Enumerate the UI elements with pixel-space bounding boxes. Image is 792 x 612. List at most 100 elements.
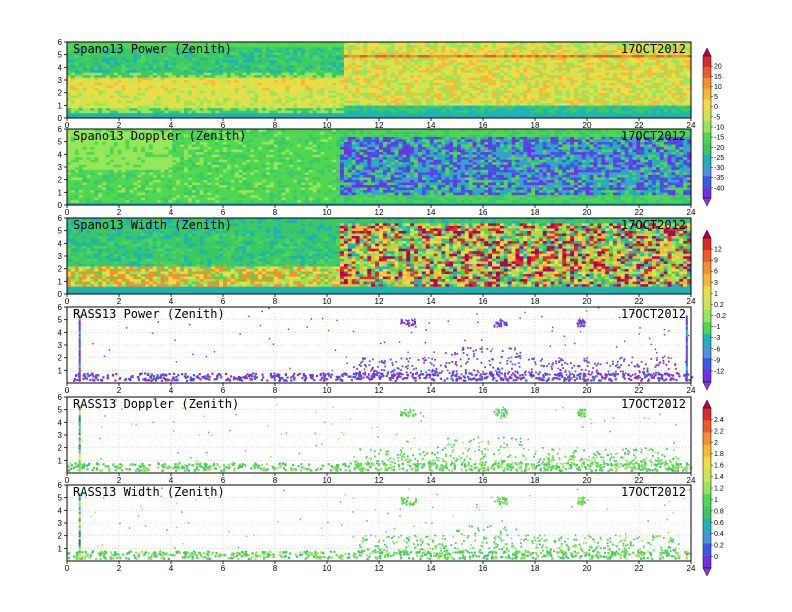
date-label: 17OCT2012 [621, 42, 686, 56]
colorbar-swatch [703, 494, 711, 507]
colorbar-label: -40 [714, 185, 724, 192]
x-tick-label: 14 [427, 121, 436, 130]
x-tick-label: 22 [635, 564, 644, 573]
x-tick-label: 14 [427, 386, 436, 395]
colorbar-swatch [703, 66, 711, 79]
y-tick-label: 1 [58, 544, 63, 553]
y-tick-label: 4 [58, 506, 63, 515]
colorbar-cb3: 2.4 2.2 2 1.8 1.6 1.4 1.2 1 0.8 0.6 0.4 0.2 0 [702, 399, 724, 577]
y-tick-label: 3 [58, 252, 63, 261]
colorbar-label: 20 [714, 64, 722, 71]
x-tick-label: 0 [65, 121, 70, 130]
x-tick-label: 0 [65, 564, 70, 573]
x-tick-label: 2 [117, 386, 122, 395]
colorbar-label: 1.2 [714, 486, 724, 493]
colorbar-label: 2 [714, 440, 718, 447]
colorbar-swatch [703, 262, 711, 275]
y-tick-label: 5 [58, 227, 63, 236]
colorbar-label: 12 [714, 247, 722, 254]
x-tick-label: 14 [427, 564, 436, 573]
x-tick-label: 22 [635, 386, 644, 395]
y-tick-label: 6 [58, 393, 63, 402]
x-tick-label: 12 [375, 208, 384, 217]
x-tick-label: 6 [221, 386, 226, 395]
colorbar-max-arrow [702, 399, 712, 409]
x-tick-label: 2 [117, 297, 122, 306]
date-label: 17OCT2012 [621, 307, 686, 321]
x-tick-label: 24 [687, 386, 696, 395]
panel-title: Spano13 Power (Zenith) [73, 42, 232, 56]
colorbar-swatch [703, 432, 711, 446]
colorbar-label: 15 [714, 74, 722, 81]
colorbar-swatch [703, 334, 711, 347]
x-tick-label: 8 [273, 297, 278, 306]
colorbar-label: -25 [714, 155, 724, 162]
colorbar-label: -1 [714, 324, 720, 331]
data-cells [67, 129, 692, 206]
colorbar-label: 0 [714, 554, 718, 561]
x-tick-label: 8 [273, 386, 278, 395]
colorbar-cb2: 12 9 6 3 1 0.2 -0.2 -1 -3 -6 -9 -12 [702, 229, 726, 391]
colorbar-label: -35 [714, 175, 724, 182]
y-tick-label: 1 [58, 188, 63, 197]
x-tick-label: 16 [479, 121, 488, 130]
x-tick-label: 14 [427, 476, 436, 485]
x-tick-label: 16 [479, 297, 488, 306]
date-label: 17OCT2012 [621, 485, 686, 499]
colorbar-label: 0.2 [714, 302, 724, 309]
y-tick-label: 2 [58, 89, 63, 98]
date-label: 17OCT2012 [621, 397, 686, 411]
y-tick-label: 2 [58, 354, 63, 363]
colorbar-label: -3 [714, 335, 720, 342]
colorbar-swatch [703, 310, 711, 323]
x-tick-label: 18 [531, 386, 540, 395]
colorbar-swatch [703, 99, 711, 111]
x-tick-label: 10 [323, 476, 332, 485]
colorbar-label: 0.2 [714, 543, 724, 550]
colorbar-max-arrow [702, 47, 712, 57]
x-tick-label: 10 [323, 297, 332, 306]
y-tick-label: 1 [58, 101, 63, 110]
y-tick-label: 0 [58, 114, 63, 123]
x-tick-label: 10 [323, 121, 332, 130]
x-tick-label: 20 [583, 564, 592, 573]
y-tick-label: 5 [58, 316, 63, 325]
colorbar-swatch [703, 555, 711, 569]
colorbar-swatch [703, 420, 711, 433]
colorbar-swatch [703, 518, 711, 532]
data-cells [67, 487, 691, 560]
x-tick-label: 22 [635, 121, 644, 130]
x-tick-label: 0 [65, 476, 70, 485]
y-tick-label: 4 [58, 418, 63, 427]
colorbar-swatch [703, 286, 711, 299]
x-tick-label: 4 [169, 476, 174, 485]
y-tick-label: 2 [58, 532, 63, 541]
x-tick-label: 20 [583, 476, 592, 485]
x-tick-label: 18 [531, 297, 540, 306]
colorbar-swatch [703, 358, 711, 371]
colorbar-swatch [703, 187, 711, 199]
colorbar-swatch [703, 346, 711, 359]
y-tick-label: 4 [58, 63, 63, 72]
x-tick-label: 24 [687, 564, 696, 573]
x-tick-label: 2 [117, 564, 122, 573]
colorbar-label: 0 [714, 104, 718, 111]
x-tick-label: 16 [479, 476, 488, 485]
y-tick-label: 1 [58, 456, 63, 465]
y-tick-label: 3 [58, 163, 63, 172]
colorbar-label: 1.6 [714, 463, 724, 470]
x-tick-label: 24 [687, 121, 696, 130]
colorbar-swatch [703, 481, 711, 495]
y-tick-label: 6 [58, 125, 63, 134]
x-tick-label: 6 [221, 297, 226, 306]
y-tick-label: 3 [58, 76, 63, 85]
colorbar-max-arrow [702, 229, 712, 239]
colorbar-label: -0.2 [714, 313, 726, 320]
colorbar-swatch [703, 143, 711, 155]
y-tick-label: 5 [58, 51, 63, 60]
colorbar-label: 0.6 [714, 520, 724, 527]
colorbar-label: 1 [714, 497, 718, 504]
x-tick-label: 6 [221, 564, 226, 573]
